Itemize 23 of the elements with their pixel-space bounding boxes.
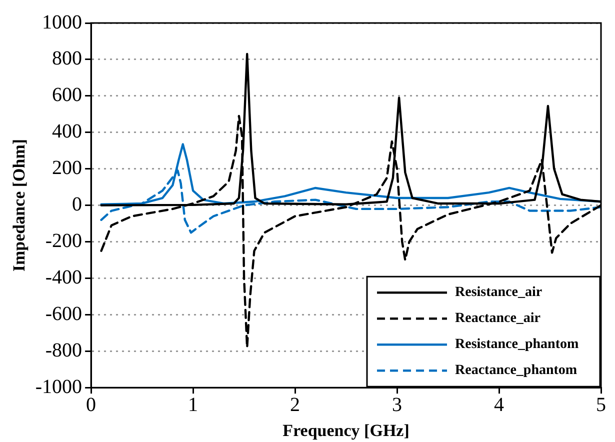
legend-label: Reactance_phantom: [455, 363, 578, 378]
x-tick-label: 3: [392, 394, 402, 416]
x-axis-title: Frequency [GHz]: [282, 421, 410, 440]
x-tick-label: 5: [596, 394, 606, 416]
x-tick-label: 4: [494, 394, 504, 416]
y-tick-label: -1000: [35, 376, 82, 398]
y-tick-label: -600: [45, 302, 82, 325]
legend-label: Resistance_phantom: [455, 337, 580, 352]
x-tick-label: 2: [290, 394, 300, 416]
legend-label: Reactance_air: [455, 311, 541, 326]
y-tick-label: -800: [45, 339, 82, 362]
y-tick-label: -200: [45, 230, 82, 252]
x-tick-label: 0: [86, 394, 96, 416]
y-tick-label: 600: [52, 84, 82, 106]
y-tick-label: 200: [52, 157, 82, 180]
y-tick-label: 400: [52, 120, 82, 143]
y-tick-label: 0: [72, 194, 82, 216]
x-tick-label: 1: [188, 394, 198, 416]
y-axis-title: Impedance [Ohm]: [10, 138, 29, 272]
y-tick-label: -400: [45, 266, 82, 288]
y-tick-label: 800: [52, 48, 82, 70]
legend-label: Resistance_air: [455, 285, 542, 300]
y-tick-label: 1000: [42, 11, 82, 34]
